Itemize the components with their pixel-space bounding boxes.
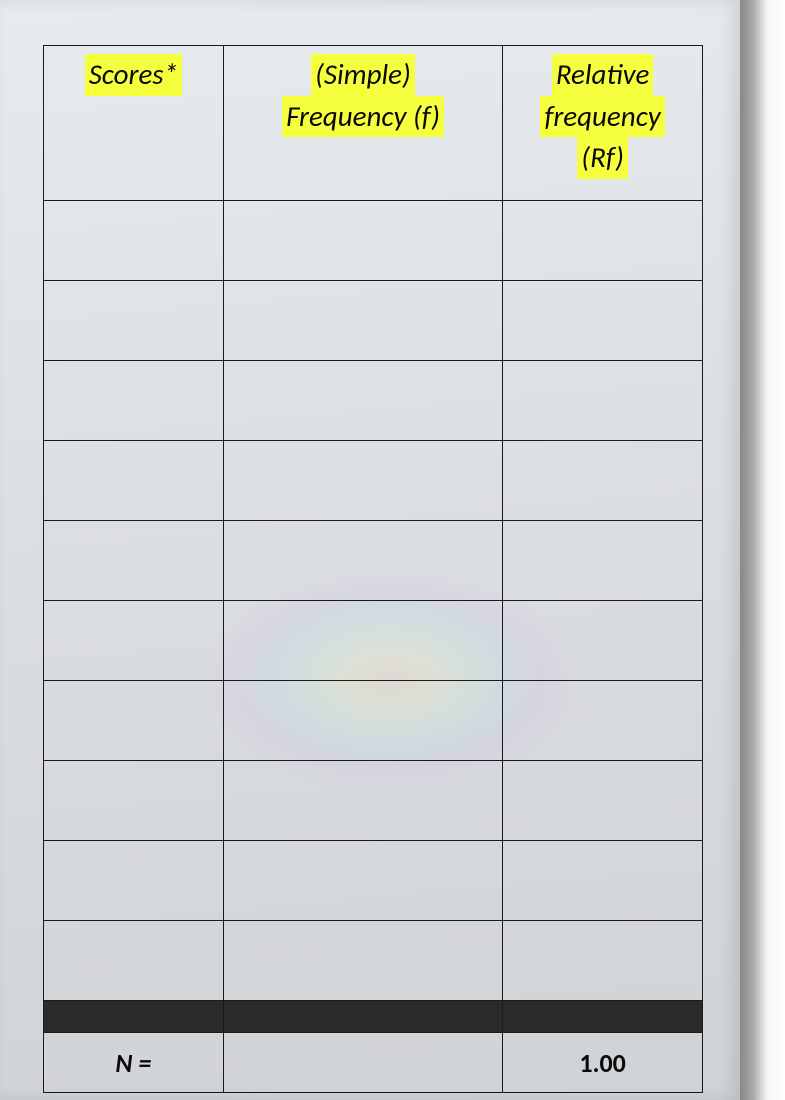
cell-frequency <box>223 761 503 841</box>
table-row <box>44 281 703 361</box>
cell-scores <box>44 841 224 921</box>
header-label-relfreq-line2: frequency <box>540 96 664 138</box>
cell-scores <box>44 281 224 361</box>
table-row <box>44 841 703 921</box>
table-row <box>44 201 703 281</box>
header-label-scores: Scores* <box>85 54 182 96</box>
cell-frequency <box>223 601 503 681</box>
table-row <box>44 681 703 761</box>
cell-frequency <box>223 441 503 521</box>
table-row <box>44 441 703 521</box>
cell-scores <box>44 761 224 841</box>
footer-cell-n: N = <box>44 1033 224 1093</box>
header-cell-frequency: (Simple) Frequency (f) <box>223 46 503 201</box>
header-label-frequency-line1: (Simple) <box>311 54 415 96</box>
cell-relfrequency <box>503 921 703 1001</box>
cell-scores <box>44 601 224 681</box>
separator-cell <box>44 1001 224 1033</box>
footer-cell-relfrequency: 1.00 <box>503 1033 703 1093</box>
cell-relfrequency <box>503 681 703 761</box>
table-row <box>44 521 703 601</box>
cell-frequency <box>223 201 503 281</box>
cell-frequency <box>223 921 503 1001</box>
cell-frequency <box>223 361 503 441</box>
separator-row <box>44 1001 703 1033</box>
table-row <box>44 601 703 681</box>
cell-frequency <box>223 521 503 601</box>
cell-relfrequency <box>503 361 703 441</box>
cell-relfrequency <box>503 281 703 361</box>
cell-frequency <box>223 841 503 921</box>
table-row <box>44 361 703 441</box>
cell-frequency <box>223 681 503 761</box>
separator-cell <box>503 1001 703 1033</box>
header-label-frequency-line2: Frequency (f) <box>282 96 444 138</box>
cell-relfrequency <box>503 601 703 681</box>
cell-scores <box>44 921 224 1001</box>
cell-scores <box>44 521 224 601</box>
cell-scores <box>44 201 224 281</box>
cell-scores <box>44 681 224 761</box>
cell-scores <box>44 441 224 521</box>
cell-relfrequency <box>503 441 703 521</box>
cell-relfrequency <box>503 521 703 601</box>
table-row <box>44 921 703 1001</box>
frequency-table: Scores* (Simple) Frequency (f) Relative … <box>43 45 703 1093</box>
separator-cell <box>223 1001 503 1033</box>
header-cell-relfrequency: Relative frequency (Rf) <box>503 46 703 201</box>
header-label-relfreq-line1: Relative <box>552 54 654 96</box>
table-row <box>44 761 703 841</box>
cell-relfrequency <box>503 761 703 841</box>
frequency-table-container: Scores* (Simple) Frequency (f) Relative … <box>43 45 750 1093</box>
footer-cell-frequency <box>223 1033 503 1093</box>
cell-scores <box>44 361 224 441</box>
cell-relfrequency <box>503 841 703 921</box>
cell-relfrequency <box>503 201 703 281</box>
header-label-relfreq-line3: (Rf) <box>577 137 628 179</box>
header-cell-scores: Scores* <box>44 46 224 201</box>
cell-frequency <box>223 281 503 361</box>
table-header-row: Scores* (Simple) Frequency (f) Relative … <box>44 46 703 201</box>
table-footer-row: N = 1.00 <box>44 1033 703 1093</box>
